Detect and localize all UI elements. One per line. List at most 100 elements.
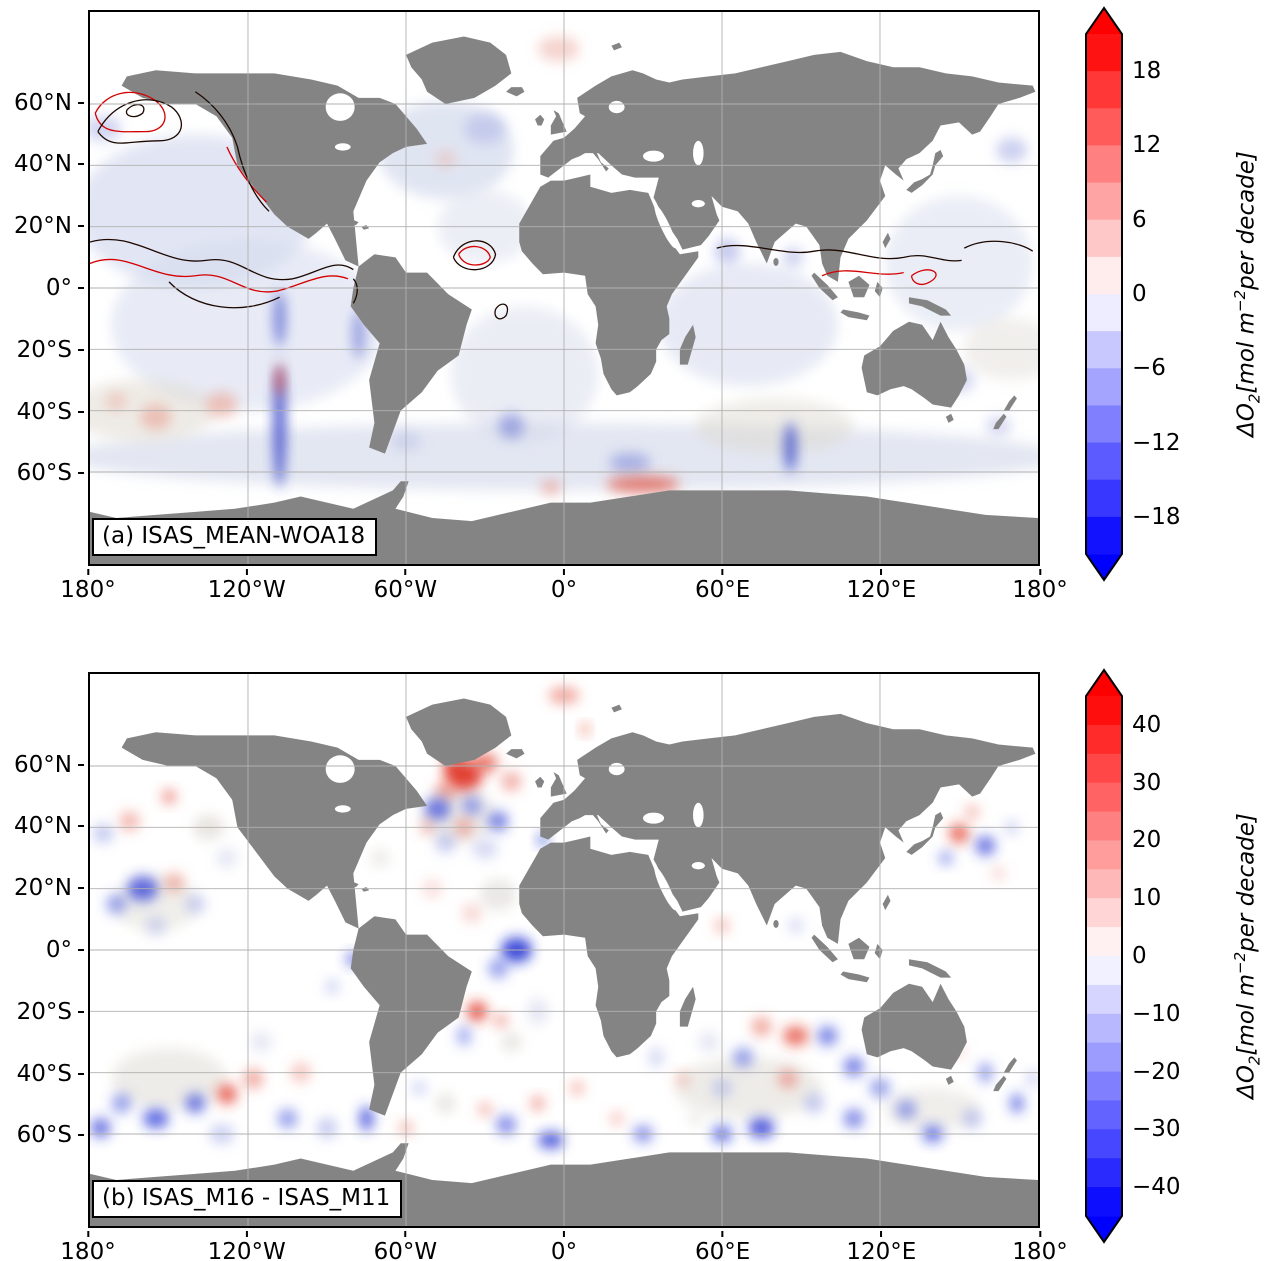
persian-gulf (691, 199, 705, 208)
hispaniola (361, 225, 370, 230)
gridlines-a (90, 12, 1038, 564)
north-america (121, 732, 428, 929)
madagascar (679, 986, 696, 1027)
great-lakes (334, 805, 351, 813)
y-axis-tick-label: 20°N (14, 213, 72, 240)
new-guinea (908, 959, 952, 978)
australia (861, 983, 967, 1070)
sulawesi (874, 943, 883, 960)
x-axis-tick-label: 0° (550, 577, 578, 603)
y-axis-tick-label: 60°S (16, 460, 72, 487)
north-america (121, 70, 428, 267)
greenland (406, 36, 512, 104)
iceland (506, 87, 525, 97)
x-axis-tick-label: 0° (551, 1239, 577, 1261)
x-axis-a: 180° 120°W 60°W 0° 60°E 120°E 180° (60, 570, 1067, 606)
cb-label-prefix: ΔO (1233, 1065, 1260, 1099)
cb-label-suffix: per decade] (1233, 151, 1260, 290)
gridlines-b (90, 674, 1038, 1226)
map-panel-a: (a) ISAS_MEAN-WOA18 (88, 10, 1040, 566)
ireland (535, 114, 545, 126)
y-axis-a: 60°N 40°N 20°N 0° 20°S 40°S 60°S (0, 10, 82, 566)
hispaniola (361, 887, 370, 892)
colorbar-tick-label: 10 (1132, 885, 1162, 912)
panel-a-label: (a) ISAS_MEAN-WOA18 (102, 523, 366, 549)
iceland (506, 749, 525, 759)
x-axis-tick-label: 60°W (373, 577, 438, 603)
map-panel-b: (b) ISAS_M16 - ISAS_M11 (88, 672, 1040, 1228)
y-axis-tick-label: 0° (45, 275, 72, 301)
x-axis-tick-label: 120°E (846, 1239, 916, 1261)
y-axis-tick-label: 20°S (16, 998, 72, 1025)
new-zealand-north (1003, 1057, 1017, 1073)
colorbar-a (1086, 8, 1122, 580)
colorbar-tick-label: −6 (1132, 355, 1166, 382)
sulawesi (874, 281, 883, 298)
italy (592, 812, 609, 834)
y-axis-tick-label: 0° (45, 937, 72, 963)
cb-label-mid: [mol m (1233, 311, 1260, 394)
sri-lanka (773, 257, 779, 266)
colorbar-tick-label: 12 (1132, 132, 1162, 159)
japan (906, 150, 944, 193)
persian-gulf (691, 861, 705, 870)
new-zealand-south (993, 413, 1007, 430)
philippines (882, 232, 891, 249)
y-axis-tick-label: 20°N (14, 875, 72, 902)
cuba (337, 215, 359, 226)
sumatra (811, 272, 838, 301)
tasmania (945, 413, 954, 423)
colorbar-ticks-a: 18 12 6 0 −6 −12 −18 (1132, 8, 1232, 580)
panel-b-label: (b) ISAS_M16 - ISAS_M11 (102, 1185, 391, 1211)
y-axis-b: 60°N 40°N 20°N 0° 20°S 40°S 60°S (0, 672, 82, 1228)
philippines (882, 894, 891, 911)
eurasia (540, 51, 1036, 282)
panel-a-label-box: (a) ISAS_MEAN-WOA18 (92, 518, 378, 556)
colorbar-tick-label: −20 (1132, 1058, 1181, 1085)
south-america (350, 254, 472, 454)
x-axis-tick-label: 180° (1012, 577, 1068, 603)
italy (592, 150, 609, 172)
black-sea (643, 150, 665, 162)
new-guinea (908, 297, 952, 316)
cb-label-sup: −2 (1231, 289, 1249, 312)
greenland (406, 698, 512, 766)
cuba (337, 877, 359, 888)
black-sea (643, 812, 665, 824)
caspian-sea (693, 140, 704, 166)
madagascar (679, 324, 696, 365)
cb-label-sup: −2 (1231, 951, 1249, 974)
y-axis-tick-label: 40°S (16, 398, 72, 425)
y-axis-tick-label: 60°N (14, 751, 72, 778)
y-axis-tick-label: 60°N (14, 89, 72, 116)
colorbar-label-a: ΔO2[mol m−2per decade] (1224, 14, 1263, 574)
borneo (848, 275, 870, 298)
colorbar-tick-label: −10 (1132, 1000, 1181, 1027)
java (840, 309, 870, 321)
svalbard (611, 704, 622, 713)
x-axis-tick-label: 120°E (846, 577, 917, 603)
united-kingdom (550, 110, 567, 135)
colorbar-tick-label: 0 (1132, 281, 1147, 307)
hudson-bay (325, 93, 355, 121)
borneo (848, 937, 870, 960)
cb-label-sub: 2 (1245, 393, 1264, 404)
cb-label-suffix: per decade] (1233, 813, 1260, 952)
x-axis-tick-label: 120°W (208, 1239, 286, 1261)
y-axis-tick-label: 60°S (16, 1122, 72, 1149)
x-axis-tick-label: 180° (60, 577, 116, 603)
y-axis-tick-label: 40°N (14, 151, 72, 178)
colorbar-tick-label: −18 (1132, 503, 1181, 530)
x-axis-b: 180° 120°W 60°W 0° 60°E 120°E 180° (60, 1232, 1067, 1261)
colorbar-tick-label: 40 (1132, 711, 1162, 738)
colorbar-tick-label: 20 (1132, 827, 1162, 854)
new-zealand-north (1003, 395, 1017, 411)
colorbar-tick-label: −12 (1132, 429, 1181, 456)
panel-b-label-box: (b) ISAS_M16 - ISAS_M11 (92, 1180, 403, 1218)
caspian-sea (693, 802, 704, 828)
eurasia (540, 713, 1036, 944)
y-axis-tick-label: 40°N (14, 813, 72, 840)
sri-lanka (773, 919, 779, 928)
cb-label-sub: 2 (1245, 1055, 1264, 1066)
